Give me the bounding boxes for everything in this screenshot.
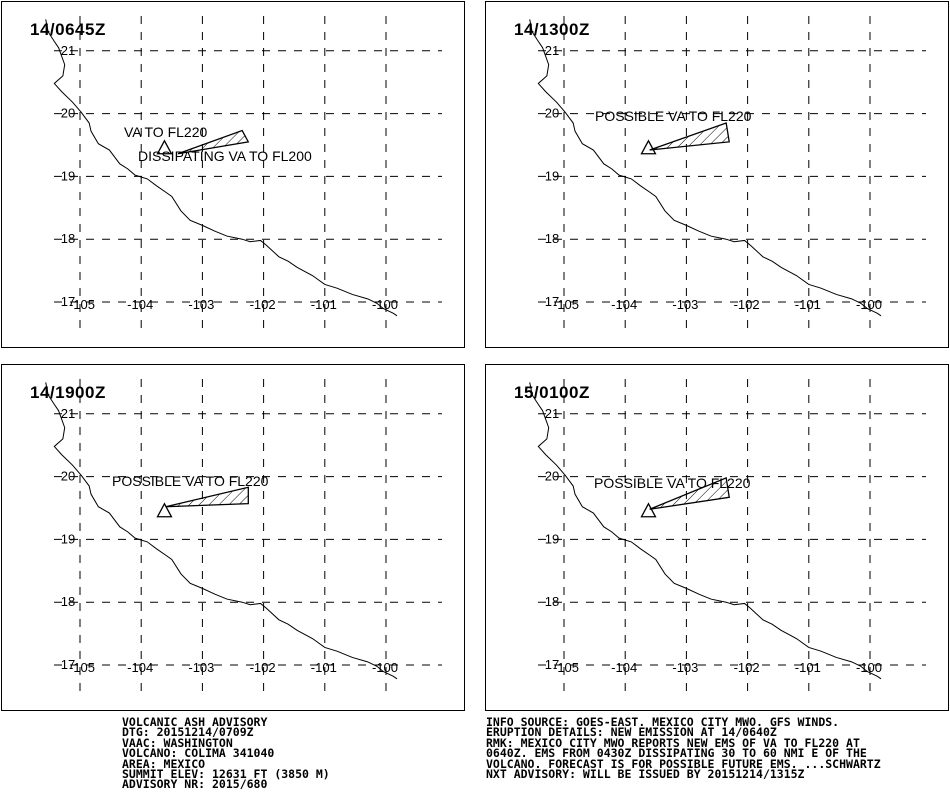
longitude-label: -104 xyxy=(127,297,153,312)
longitude-label: -101 xyxy=(795,297,821,312)
triangle-icon xyxy=(156,139,173,155)
ash-label: DISSIPATING VA TO FL200 xyxy=(138,148,312,164)
longitude-label: -103 xyxy=(672,660,698,675)
longitude-label: -101 xyxy=(311,297,337,312)
latitude-label: 18 xyxy=(61,594,75,609)
longitude-label: -100 xyxy=(372,660,398,675)
ash-cloud-polygon xyxy=(649,122,730,151)
longitude-label: -102 xyxy=(734,660,760,675)
latitude-label: 20 xyxy=(61,106,75,121)
longitude-label: -102 xyxy=(734,297,760,312)
remarks-line: 0640Z. EMS FROM 0430Z DISSIPATING 30 TO … xyxy=(486,746,867,761)
forecast-panel-1: -105 -104 -103 -102 -101 -100 17 18 19 20 21 VA TO … xyxy=(1,1,465,348)
latitude-label: 18 xyxy=(61,231,75,246)
latitude-label: 17 xyxy=(545,294,559,309)
longitude-label: -105 xyxy=(553,297,579,312)
latitude-label: 20 xyxy=(545,469,559,484)
advisory-line: AREA: MEXICO xyxy=(122,756,206,771)
panel-time: 15/0100Z xyxy=(514,383,590,402)
coastline xyxy=(45,19,398,317)
longitude-label: -102 xyxy=(250,660,276,675)
ash-label: POSSIBLE VA TO FL220 xyxy=(112,473,269,489)
longitude-label: -101 xyxy=(311,660,337,675)
ash-cloud-polygon xyxy=(177,129,250,155)
coastline xyxy=(45,382,398,680)
panel-time: 14/0645Z xyxy=(30,20,106,39)
remarks-line: ERUPTION DETAILS: NEW EMISSION AT 14/064… xyxy=(486,725,777,740)
remarks-line: VOLCANO. FORECAST IS FOR POSSIBLE FUTURE… xyxy=(486,756,881,771)
latitude-label: 19 xyxy=(61,531,75,546)
coastline xyxy=(529,19,882,317)
advisory-line: VOLCANIC ASH ADVISORY xyxy=(122,715,268,729)
latitude-label: 17 xyxy=(61,657,75,672)
coastline xyxy=(529,382,882,680)
forecast-panel-2: -105 -104 -103 -102 -101 -100 17 18 19 20 21 POSSIB… xyxy=(485,1,949,348)
map-svg: -105 -104 -103 -102 -101 -100 17 18 19 20 21 VA TO … xyxy=(45,16,442,332)
triangle-icon xyxy=(640,502,657,518)
triangle-icon xyxy=(156,502,173,518)
longitude-label: -104 xyxy=(611,297,637,312)
longitude-label: -105 xyxy=(69,660,95,675)
latitude-label: 19 xyxy=(545,531,559,546)
triangle-icon xyxy=(640,139,657,155)
longitude-label: -101 xyxy=(795,660,821,675)
panel-time: 14/1900Z xyxy=(30,383,106,402)
longitude-label: -105 xyxy=(69,297,95,312)
advisory-remarks-block: INFO SOURCE: GOES-EAST. MEXICO CITY MWO.… xyxy=(486,715,881,782)
latitude-label: 21 xyxy=(545,43,559,58)
latitude-label: 21 xyxy=(545,406,559,421)
latitude-label: 20 xyxy=(61,469,75,484)
longitude-label: -103 xyxy=(672,297,698,312)
advisory-header-block: VOLCANIC ASH ADVISORY DTG: 20151214/0709… xyxy=(122,715,330,792)
advisory-line: VOLCANO: COLIMA 341040 xyxy=(122,746,275,761)
map-svg: -105 -104 -103 -102 -101 -100 17 18 19 20 21 POSSIB… xyxy=(45,379,442,695)
forecast-panel-4: -105 -104 -103 -102 -101 -100 17 18 19 20 21 POSSIB… xyxy=(485,364,949,711)
longitude-label: -105 xyxy=(553,660,579,675)
advisory-line: ADVISORY NR: 2015/680 xyxy=(122,777,268,792)
longitude-label: -103 xyxy=(188,660,214,675)
ash-cloud-polygon xyxy=(649,476,730,510)
latitude-label: 18 xyxy=(545,231,559,246)
advisory-line: VAAC: WASHINGTON xyxy=(122,735,233,750)
latitude-label: 17 xyxy=(545,657,559,672)
longitude-label: -100 xyxy=(372,297,398,312)
latitude-label: 19 xyxy=(61,168,75,183)
remarks-line: NXT ADVISORY: WILL BE ISSUED BY 20151214… xyxy=(486,767,805,782)
longitude-label: -104 xyxy=(611,660,637,675)
longitude-label: -103 xyxy=(188,297,214,312)
ash-label: VA TO FL220 xyxy=(124,124,207,140)
advisory-line: DTG: 20151214/0709Z xyxy=(122,725,254,740)
remarks-line: RMK: MEXICO CITY MWO REPORTS NEW EMS OF … xyxy=(486,735,860,750)
ash-cloud-polygon xyxy=(165,486,249,508)
latitude-label: 21 xyxy=(61,43,75,58)
remarks-line: INFO SOURCE: GOES-EAST. MEXICO CITY MWO.… xyxy=(486,715,840,729)
longitude-label: -102 xyxy=(250,297,276,312)
latitude-label: 18 xyxy=(545,594,559,609)
longitude-label: -100 xyxy=(856,297,882,312)
map-svg: -105 -104 -103 -102 -101 -100 17 18 19 20 21 POSSIB… xyxy=(529,379,926,695)
map-svg: -105 -104 -103 -102 -101 -100 17 18 19 20 21 POSSIB… xyxy=(529,16,926,332)
latitude-label: 19 xyxy=(545,168,559,183)
longitude-label: -100 xyxy=(856,660,882,675)
latitude-label: 17 xyxy=(61,294,75,309)
latitude-label: 21 xyxy=(61,406,75,421)
advisory-line: SUMMIT ELEV: 12631 FT (3850 M) xyxy=(122,767,330,782)
ash-label: POSSIBLE VA TO FL220 xyxy=(594,475,751,491)
longitude-label: -104 xyxy=(127,660,153,675)
forecast-panel-3: -105 -104 -103 -102 -101 -100 17 18 19 20 21 POSSIB… xyxy=(1,364,465,711)
ash-label: POSSIBLE VA TO FL220 xyxy=(595,108,752,124)
panel-time: 14/1300Z xyxy=(514,20,590,39)
latitude-label: 20 xyxy=(545,106,559,121)
